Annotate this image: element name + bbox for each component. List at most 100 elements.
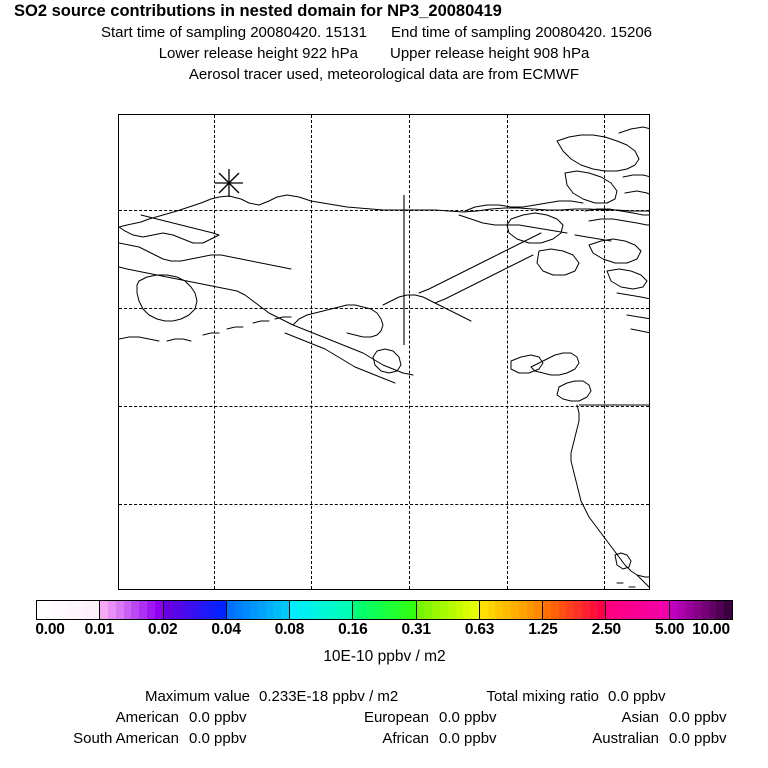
gridline-vertical-2 (409, 115, 410, 589)
colorbar-step (146, 601, 155, 619)
colorbar-step (518, 601, 527, 619)
colorbar-step (139, 601, 147, 619)
colorbar-step (416, 601, 425, 619)
colorbar-step (44, 601, 53, 619)
colorbar-unit-label: 10E-10 ppbv / m2 (323, 648, 446, 665)
region-row-lower: South American 0.0 ppbv African 0.0 ppbv… (0, 728, 768, 749)
colorbar-step (566, 601, 575, 619)
colorbar-step (290, 601, 298, 619)
maximum-value: 0.233E-18 ppbv / m2 (259, 688, 399, 705)
colorbar-step (100, 601, 109, 619)
colorbar-segment-2 (163, 601, 227, 619)
region-value-european: 0.0 ppbv (439, 709, 497, 726)
colorbar-step (336, 601, 345, 619)
region-label-australian: Australian (592, 730, 659, 747)
colorbar-step (273, 601, 282, 619)
colorbar-step (154, 601, 163, 619)
colorbar-step (629, 601, 638, 619)
colorbar-step (234, 601, 243, 619)
colorbar-tick-7: 0.63 (464, 621, 495, 638)
colorbar-step (645, 601, 654, 619)
colorbar-step (186, 601, 195, 619)
region-value-african: 0.0 ppbv (439, 730, 497, 747)
colorbar-segment-0 (37, 601, 101, 619)
colorbar-step (407, 601, 416, 619)
colorbar-step (384, 601, 393, 619)
maximum-value-label: Maximum value (144, 688, 250, 705)
colorbar-step (558, 601, 567, 619)
colorbar-step (526, 601, 535, 619)
region-value-american: 0.0 ppbv (189, 709, 247, 726)
colorbar-container: 0.00 0.01 0.02 0.04 0.08 0.16 0.31 0.63 1.25 2.50… (35, 600, 733, 665)
colorbar-step (368, 601, 377, 619)
total-mixing-ratio-value: 0.0 ppbv (608, 688, 666, 705)
region-row-upper: American 0.0 ppbv European 0.0 ppbv Asia… (0, 707, 768, 728)
colorbar-step (574, 601, 583, 619)
colorbar-step (115, 601, 124, 619)
colorbar-step (708, 601, 717, 619)
colorbar-step (305, 601, 314, 619)
colorbar-step (693, 601, 701, 619)
coastline-layer (119, 115, 649, 589)
colorbar-step (257, 601, 266, 619)
colorbar-step (637, 601, 646, 619)
colorbar-segment-5 (353, 601, 417, 619)
region-label-south-american: South American (73, 730, 179, 747)
colorbar-step (439, 601, 448, 619)
colorbar-step (471, 601, 479, 619)
colorbar-step (297, 601, 306, 619)
colorbar-step (660, 601, 669, 619)
region-label-american: American (115, 709, 179, 726)
colorbar-tick-10: 5.00 (654, 621, 685, 638)
colorbar-segment-10 (669, 601, 732, 619)
gridline-horizontal-1 (119, 308, 649, 309)
colorbar-step (179, 601, 187, 619)
colorbar-step (606, 601, 615, 619)
colorbar-step (597, 601, 606, 619)
colorbar-segment-4 (290, 601, 354, 619)
gridline-vertical-0 (214, 115, 215, 589)
colorbar-step (424, 601, 433, 619)
colorbar-tick-labels: 0.00 0.01 0.02 0.04 0.08 0.16 0.31 0.63 1.25 2.50… (35, 620, 733, 640)
colorbar-tick-8: 1.25 (528, 621, 558, 638)
region-value-asian: 0.0 ppbv (669, 709, 727, 726)
upper-release-height-label: Upper release height 908 hPa (390, 45, 590, 62)
colorbar-step (131, 601, 140, 619)
statistics-footer: Maximum value 0.233E-18 ppbv / m2 Total … (0, 686, 768, 749)
colorbar-step (716, 601, 725, 619)
lower-release-height-label: Lower release height 922 hPa (158, 45, 358, 62)
colorbar-step (503, 601, 511, 619)
region-label-african: African (382, 730, 429, 747)
release-site-asterisk-icon (215, 169, 243, 197)
region-value-south-american: 0.0 ppbv (189, 730, 247, 747)
colorbar-tick-1: 0.01 (84, 621, 115, 638)
colorbar-step (226, 601, 235, 619)
map-plot-panel[interactable] (118, 114, 650, 590)
colorbar-step (328, 601, 337, 619)
colorbar-step (123, 601, 132, 619)
header: SO2 source contributions in nested domai… (0, 0, 768, 85)
region-label-asian: Asian (621, 709, 659, 726)
start-time-label: Start time of sampling 20080420. 15131 (100, 24, 367, 41)
colorbar-step (91, 601, 100, 619)
colorbar-step (614, 601, 622, 619)
colorbar-step (281, 601, 290, 619)
colorbar-step (108, 601, 116, 619)
colorbar-step (510, 601, 519, 619)
colorbar-step (361, 601, 369, 619)
colorbar-scale[interactable] (36, 600, 733, 620)
colorbar-step (313, 601, 322, 619)
colorbar-step (621, 601, 630, 619)
colorbar-step (487, 601, 496, 619)
colorbar-step (353, 601, 362, 619)
page-title: SO2 source contributions in nested domai… (14, 2, 502, 20)
colorbar-step (700, 601, 709, 619)
colorbar-step (218, 601, 226, 619)
concentration-field-layer (119, 115, 649, 589)
colorbar-step (432, 601, 440, 619)
colorbar-step (447, 601, 456, 619)
colorbar-segment-8 (543, 601, 607, 619)
colorbar-step (550, 601, 559, 619)
colorbar-segment-1 (100, 601, 164, 619)
colorbar-segment-3 (226, 601, 291, 619)
